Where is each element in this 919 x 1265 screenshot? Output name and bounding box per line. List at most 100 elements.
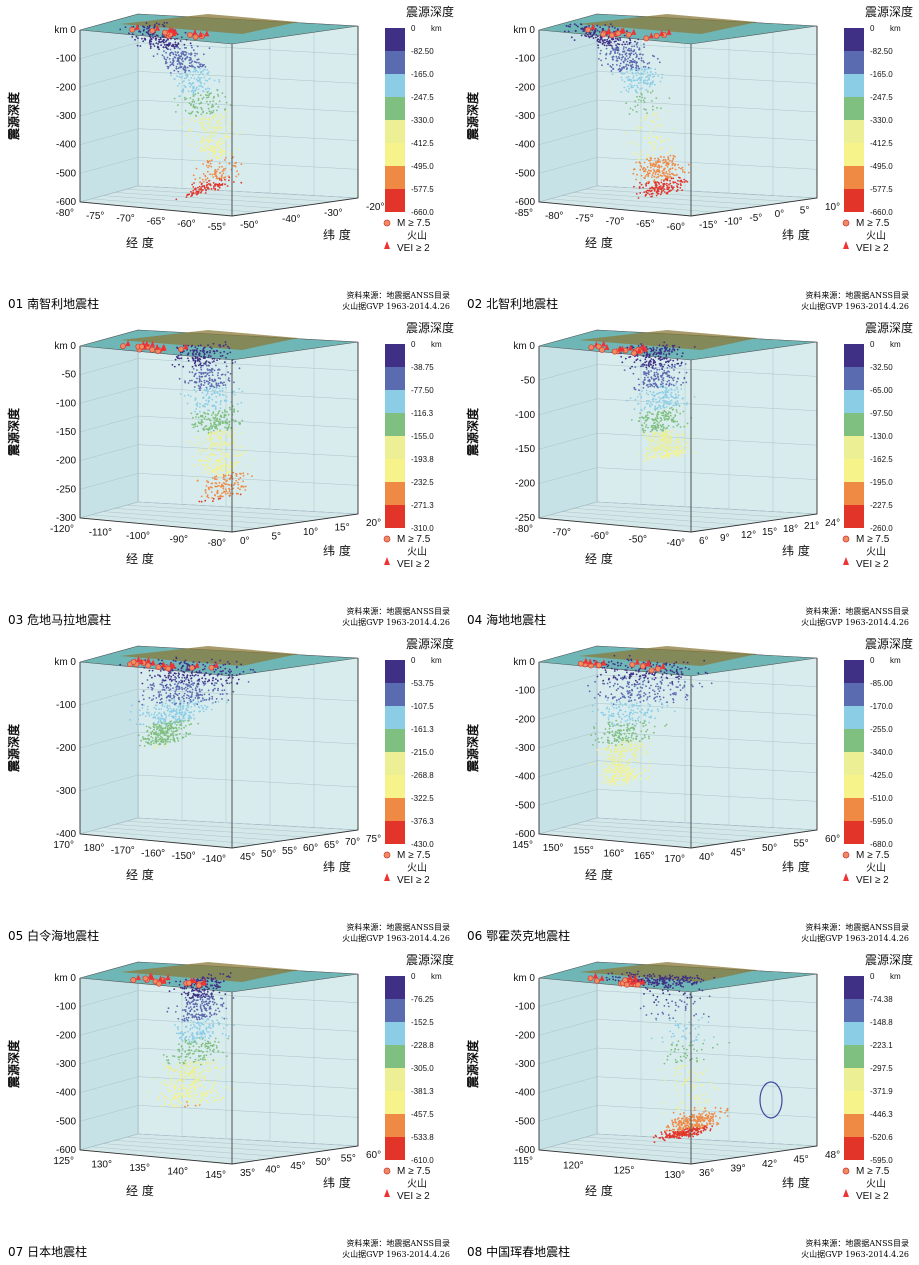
quake-point: [650, 189, 653, 192]
quake-point: [600, 49, 602, 52]
quake-point: [185, 708, 188, 711]
legend-volcano-title: 火山: [407, 546, 427, 558]
quake-point: [619, 65, 621, 67]
quake-point: [215, 475, 218, 478]
quake-point: [194, 54, 196, 57]
quake-point: [167, 695, 170, 698]
quake-point: [166, 56, 169, 59]
quake-point: [663, 191, 666, 193]
quake-point: [192, 74, 194, 77]
quake-point: [191, 352, 194, 355]
quake-point: [668, 379, 670, 382]
quake-point: [177, 57, 180, 59]
lat-tick-label: 60°: [303, 843, 318, 854]
grid-line: [126, 188, 333, 202]
major-quake-marker: [608, 32, 615, 39]
quake-point: [675, 396, 677, 399]
quake-point: [219, 346, 222, 348]
quake-point: [224, 178, 226, 181]
quake-point: [177, 740, 180, 742]
grid-line: [137, 157, 359, 170]
grid-line: [79, 358, 139, 375]
quake-point: [186, 194, 189, 197]
depth-tick-label: -300: [56, 513, 76, 524]
grid-line: [550, 198, 717, 213]
quake-point: [645, 115, 648, 118]
quake-point: [669, 430, 672, 433]
quake-point: [656, 392, 659, 395]
quake-point: [206, 170, 209, 173]
quake-point: [630, 49, 633, 52]
depth-tick-label: -600: [56, 197, 76, 208]
colorbar-swatch: [844, 413, 864, 436]
quake-point: [646, 154, 649, 157]
quake-point: [687, 163, 690, 166]
quake-point: [173, 710, 176, 712]
quake-point: [218, 162, 221, 165]
quake-point: [660, 191, 663, 194]
quake-point: [203, 405, 206, 408]
depth-tick-label: -200: [56, 456, 76, 467]
quake-point: [203, 674, 206, 677]
quake-point: [208, 364, 211, 367]
quake-point: [159, 740, 162, 743]
quake-point: [659, 448, 662, 451]
quake-point: [654, 161, 657, 163]
quake-point: [650, 370, 652, 372]
quake-point: [659, 125, 662, 128]
quake-point: [141, 707, 144, 709]
quake-point: [210, 159, 213, 162]
quake-point: [668, 376, 671, 379]
grid-line: [137, 358, 359, 371]
grid-line: [538, 71, 598, 88]
chart-panel-4: km 0 -50 -100 -150 -200 -250 震源深度 -80° -70° -60° -…: [459, 316, 918, 632]
quake-point: [209, 453, 211, 456]
quake-point: [661, 139, 664, 142]
quake-point: [171, 668, 173, 671]
quake-point: [204, 489, 207, 492]
quake-point: [141, 37, 143, 40]
quake-point: [662, 159, 665, 161]
quake-point: [222, 345, 225, 347]
quake-point: [607, 40, 610, 43]
quake-point: [660, 448, 663, 451]
quake-point: [146, 737, 149, 740]
quake-point: [656, 181, 659, 184]
quake-point: [214, 478, 216, 481]
quake-point: [671, 344, 674, 347]
quake-point: [224, 157, 227, 159]
quake-point: [655, 163, 657, 165]
quake-point: [165, 676, 168, 679]
major-quake-marker: [615, 30, 622, 37]
quake-point: [211, 367, 213, 370]
quake-point: [653, 379, 655, 382]
quake-point: [672, 158, 675, 160]
quake-point: [633, 50, 636, 52]
quake-point: [225, 132, 227, 135]
quake-point: [167, 736, 170, 739]
quake-point: [211, 405, 214, 408]
quake-point: [173, 60, 175, 62]
quake-point: [653, 181, 656, 184]
colorbar-swatch: [385, 189, 405, 212]
quake-point: [200, 364, 203, 367]
quake-point: [190, 84, 193, 87]
quake-point: [168, 714, 171, 717]
quake-point: [666, 346, 668, 349]
quake-point: [676, 420, 679, 423]
quake-point: [161, 23, 164, 26]
quake-point: [223, 169, 225, 172]
quake-point: [653, 165, 656, 168]
quake-point: [253, 671, 256, 673]
quake-point: [647, 169, 650, 172]
quake-point: [157, 674, 159, 676]
quake-point: [655, 384, 657, 387]
quake-point: [644, 419, 647, 422]
quake-point: [187, 714, 190, 717]
quake-point: [232, 465, 235, 468]
quake-point: [669, 402, 672, 405]
quake-point: [607, 42, 610, 45]
quake-point: [656, 347, 658, 349]
quake-point: [205, 464, 207, 466]
quake-point: [652, 413, 654, 416]
